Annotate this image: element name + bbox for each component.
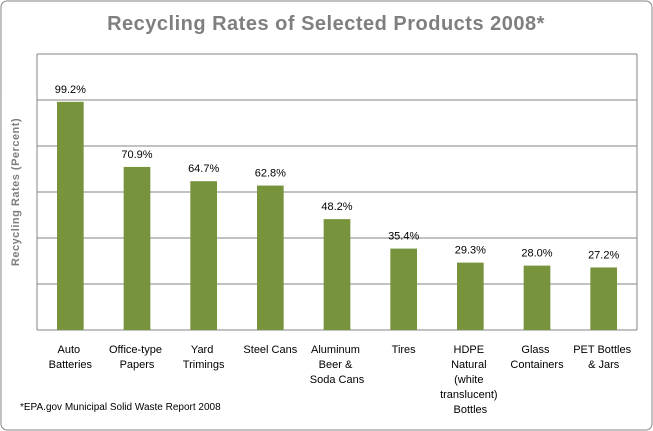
y-axis-label: Recycling Rates (Percent) [10,118,22,266]
data-label: 48.2% [321,201,352,213]
bar [523,265,551,330]
data-label: 62.8% [255,168,286,180]
data-label: 35.4% [388,231,419,243]
footnote: *EPA.gov Municipal Solid Waste Report 20… [20,402,221,413]
data-label: 27.2% [588,249,619,261]
bar [190,181,217,330]
data-label: 64.7% [188,163,219,175]
x-tick-label: Yard Trimings [183,344,225,371]
data-label: 70.9% [121,149,152,161]
x-tick-label: Glass Containers [510,344,564,371]
chart-title: Recycling Rates of Selected Products 200… [107,13,545,35]
bar [257,185,284,330]
bar [323,219,351,330]
data-label: 28.0% [521,248,552,260]
x-tick-label: Auto Batteries [49,344,93,371]
x-tick-label: Tires [392,344,417,356]
data-label: 29.3% [455,245,486,257]
x-tick-label: HDPE Natural (white translucent) Bottles [440,344,501,416]
x-tick-label: Aluminum Beer & Soda Cans [310,344,365,386]
bar [123,166,151,330]
x-tick-label: Office-type Papers [109,344,165,371]
data-label: 99.2% [55,84,86,96]
x-tick-label: Steel Cans [243,344,297,356]
bar [457,262,484,330]
bar [57,101,84,330]
bar [590,267,617,330]
x-tick-label: PET Bottles & Jars [573,344,634,371]
bar [390,248,417,330]
